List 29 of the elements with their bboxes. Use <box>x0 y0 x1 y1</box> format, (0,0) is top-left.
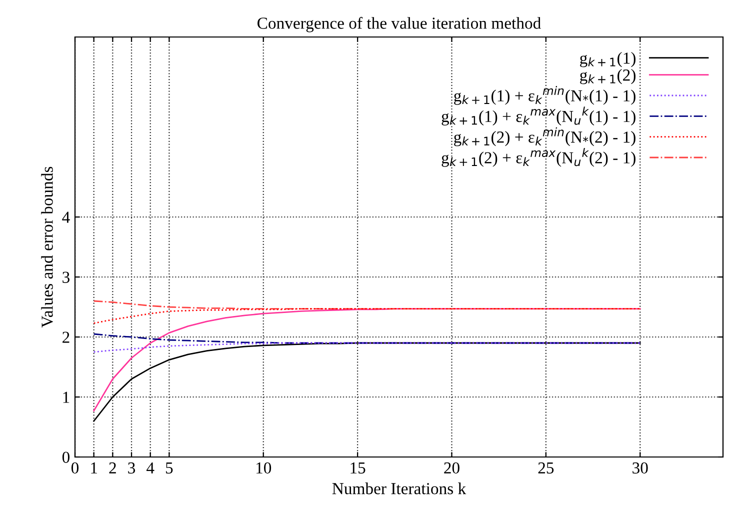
x-tick-label: 5 <box>166 462 173 474</box>
x-tick-label: 30 <box>632 462 648 474</box>
line-series <box>93 308 641 324</box>
x-tick-label: 10 <box>256 462 272 474</box>
y-tick-label: 3 <box>62 272 70 283</box>
text: g$_{k+1}$(2) + ε$_{k}$$^{max}$(N$_{u}$$^{k}$(2) - 1) <box>442 148 636 167</box>
line-series <box>93 333 641 344</box>
y-tick-label: 4 <box>62 212 70 223</box>
x-axis-title: Number Iterations k <box>332 482 466 494</box>
chart-title: Convergence of the value iteration method <box>258 16 541 32</box>
legend-label: g$_{k+1}$(2) <box>580 69 636 84</box>
legend-label: g$_{k+1}$(2) + ε$_{k}$$^{min}$(N$_{*}$(2) - 1) <box>454 127 636 146</box>
y-tick-label: 1 <box>63 392 70 403</box>
x-tick-label: 2 <box>109 462 116 474</box>
x-tick-label: 3 <box>128 462 136 474</box>
legend-label: g$_{k+1}$(1) <box>580 52 636 68</box>
x-tick-label: 20 <box>444 462 460 474</box>
x-tick-label: 15 <box>350 462 366 474</box>
y-tick-label: 2 <box>62 332 70 343</box>
x-tick-label: 25 <box>538 462 554 474</box>
y-tick-label: 0 <box>62 452 70 463</box>
x-tick-label: 1 <box>91 462 98 474</box>
legend-label: g$_{k+1}$(1) + ε$_{k}$$^{min}$(N$_{*}$(1) - 1) <box>454 86 636 105</box>
text: g$_{k+1}$(1) + ε$_{k}$$^{max}$(N$_{u}$$^{k}$(1) - 1) <box>442 106 636 126</box>
x-tick-label: 0 <box>71 462 79 474</box>
line-series <box>93 342 641 353</box>
y-axis-title: Values and error bounds <box>41 166 53 328</box>
line-series <box>93 300 641 310</box>
x-tick-label: 4 <box>146 462 154 474</box>
